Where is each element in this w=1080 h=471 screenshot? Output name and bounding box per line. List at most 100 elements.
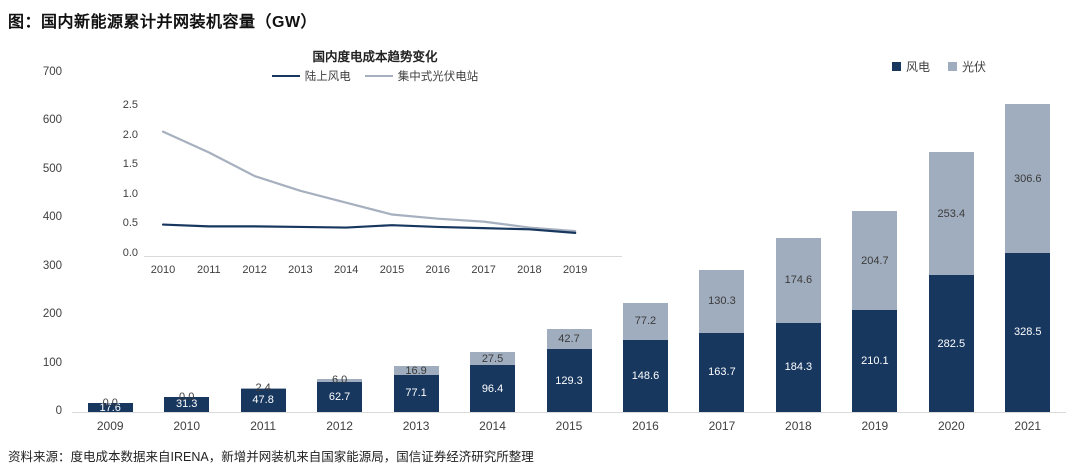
bar-segment-wind-2011: [240, 388, 286, 412]
x-axis-label-2014: 2014: [479, 419, 506, 433]
x-axis-label-2013: 2013: [402, 419, 430, 433]
inset-y-axis-tick: 0.5: [122, 217, 138, 230]
inset-x-axis-label-2014: 2014: [333, 264, 359, 276]
bar-segment-pv-2018: [775, 238, 821, 323]
page-title: 图：国内新能源累计并网装机容量（GW）: [8, 14, 318, 31]
inset-x-axis-label-2018: 2018: [517, 264, 542, 276]
bar-segment-wind-2021: [1005, 252, 1051, 412]
legend-line-swatch-icon: [364, 75, 393, 77]
bar-segment-pv-2011: [240, 387, 286, 389]
bar-label-pv-2018: 174.6: [784, 274, 813, 287]
x-axis-label-2019: 2019: [861, 419, 889, 433]
bar-label-wind-2012: 62.7: [328, 390, 351, 403]
inset-x-axis-label-2015: 2015: [379, 264, 405, 276]
inset-x-axis-label-2016: 2016: [425, 264, 451, 276]
x-axis-label-2020: 2020: [937, 419, 965, 433]
bar-segment-pv-2019: [852, 211, 898, 311]
bar-label-wind-2017: 163.7: [708, 366, 736, 379]
bar-label-pv-2012: 6.0: [331, 374, 348, 387]
bar-chart-legend: 风电 光伏: [892, 58, 986, 75]
inset-x-axis-label-2011: 2011: [196, 264, 221, 276]
inset-x-axis-label-2010: 2010: [150, 264, 176, 276]
bar-label-pv-2011: 2.4: [255, 382, 271, 395]
bar-label-wind-2016: 148.6: [631, 370, 660, 383]
bar-segment-wind-2020: [928, 275, 974, 412]
bar-label-wind-2020: 282.5: [937, 337, 966, 350]
bar-label-wind-2014: 96.4: [481, 382, 504, 395]
bar-label-pv-2019: 204.7: [861, 254, 889, 267]
bar-label-pv-2016: 77.2: [634, 315, 657, 328]
x-axis-label-2009: 2009: [96, 419, 124, 433]
bar-segment-wind-2014: [470, 365, 516, 412]
inset-line-chart: 国内度电成本趋势变化 陆上风电 集中式光伏电站 0.0 0.5 1.0 1.5 2.0 2.…: [110, 44, 630, 286]
bar-segment-pv-2014: [470, 351, 516, 366]
legend-line-swatch-icon: [271, 75, 300, 77]
bar-label-wind-2010: 31.3: [175, 398, 198, 411]
bar-label-wind-2013: 77.1: [405, 387, 427, 400]
bar-label-pv-2010: 0.0: [179, 390, 195, 403]
legend-label: 陆上风电: [304, 71, 351, 83]
inset-y-axis-tick: 1.0: [122, 187, 138, 200]
legend-label: 集中式光伏电站: [397, 71, 479, 83]
inset-legend-item-集中式光伏电站: 集中式光伏电站: [364, 68, 479, 84]
y-axis-tick: 600: [42, 114, 62, 127]
bar-label-pv-2015: 42.7: [558, 333, 580, 346]
legend-item-风电: 风电: [892, 58, 930, 75]
legend-swatch-icon: [948, 62, 958, 71]
x-axis-label-2015: 2015: [555, 419, 583, 433]
inset-chart-legend: 陆上风电 集中式光伏电站: [140, 68, 610, 84]
x-axis-label-2016: 2016: [632, 419, 659, 433]
inset-y-axis-tick: 0.0: [122, 247, 138, 259]
bar-label-pv-2017: 130.3: [708, 295, 736, 308]
line-series-陆上风电: [161, 223, 577, 234]
bar-label-wind-2015: 129.3: [555, 374, 583, 387]
source-note: 资料来源：度电成本数据来自IRENA，新增并网装机来自国家能源局，国信证券经济研…: [8, 450, 534, 464]
bar-label-pv-2020: 253.4: [937, 207, 966, 220]
y-axis-tick: 200: [42, 308, 62, 321]
x-axis-label-2018: 2018: [785, 419, 812, 433]
inset-chart-title: 国内度电成本趋势变化: [312, 50, 438, 64]
bar-segment-wind-2013: [393, 374, 439, 412]
inset-legend-item-陆上风电: 陆上风电: [271, 68, 351, 84]
y-axis-tick: 300: [42, 259, 62, 272]
y-axis-tick: 500: [42, 162, 62, 175]
inset-y-axis-tick: 2.5: [122, 99, 138, 111]
inset-x-axis-label-2012: 2012: [242, 264, 267, 276]
legend-label: 风电: [906, 60, 931, 74]
bar-segment-wind-2009: [87, 403, 133, 412]
bar-segment-pv-2016: [622, 302, 668, 341]
inset-lines-svg: [161, 130, 577, 234]
y-axis-tick: 700: [42, 66, 62, 78]
x-axis-label-2011: 2011: [250, 419, 277, 433]
bar-segment-wind-2019: [852, 310, 898, 412]
y-axis-tick: 400: [42, 211, 62, 224]
bar-label-wind-2021: 328.5: [1014, 326, 1042, 339]
y-axis-tick: 100: [42, 356, 62, 369]
x-axis-label-2012: 2012: [326, 419, 353, 433]
bar-segment-pv-2020: [928, 152, 974, 276]
bar-segment-wind-2010: [164, 396, 210, 412]
legend-swatch-icon: [892, 62, 901, 71]
bar-label-wind-2009: 17.6: [99, 401, 121, 414]
x-axis-label-2010: 2010: [173, 419, 201, 433]
bar-label-wind-2019: 210.1: [861, 355, 889, 368]
bar-segment-pv-2013: [393, 366, 439, 375]
x-axis-line: [72, 412, 1066, 413]
inset-y-axis-tick: 1.5: [122, 158, 138, 171]
inset-x-axis-label-2019: 2019: [562, 264, 588, 276]
bar-segment-wind-2017: [699, 332, 745, 412]
bar-segment-wind-2012: [317, 381, 363, 412]
legend-label: 光伏: [962, 60, 987, 74]
inset-x-axis-label-2017: 2017: [471, 264, 496, 276]
inset-y-axis-tick: 2.0: [122, 128, 138, 141]
bar-segment-pv-2012: [317, 378, 363, 382]
bar-segment-pv-2021: [1005, 104, 1051, 253]
bar-label-pv-2021: 306.6: [1014, 172, 1042, 185]
bar-segment-pv-2015: [546, 328, 592, 350]
inset-x-axis-line: [144, 256, 622, 257]
bar-label-pv-2014: 27.5: [481, 352, 504, 365]
inset-x-axis-label-2013: 2013: [288, 264, 313, 276]
bar-segment-wind-2015: [546, 349, 592, 412]
bar-label-wind-2018: 184.3: [784, 361, 813, 374]
